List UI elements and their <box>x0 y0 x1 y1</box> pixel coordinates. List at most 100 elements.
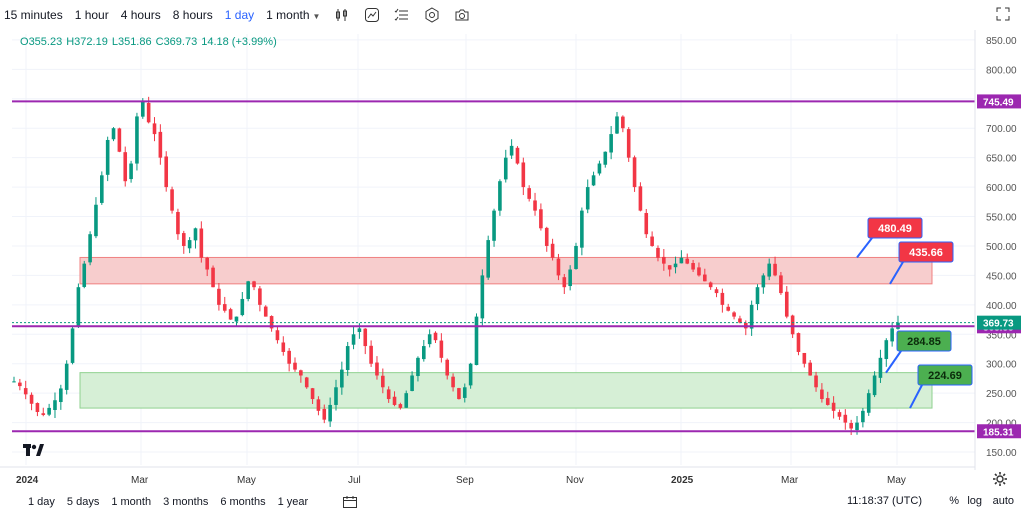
x-tick-label: May <box>237 475 256 486</box>
tf-1-hour[interactable]: 1 hour <box>74 8 109 22</box>
candle-body <box>199 228 204 258</box>
candle-body <box>53 400 57 411</box>
candle-body <box>779 275 783 294</box>
callouts: 480.49 435.66 284.85 224.69 <box>856 217 973 409</box>
range-6-months[interactable]: 6 months <box>220 495 266 508</box>
candle-body <box>140 101 145 117</box>
candle-body <box>398 404 403 408</box>
candle-body <box>468 363 473 386</box>
callout-box <box>917 364 973 386</box>
candle-body <box>351 334 356 345</box>
callout-pointer <box>856 237 873 259</box>
candle-body <box>158 131 163 158</box>
camera-icon[interactable] <box>454 7 470 23</box>
price-axis: 150.00 200.00 250.00 300.00 350.00 400.00 450.… <box>974 30 1021 470</box>
candle-body <box>316 399 321 411</box>
tf-8-hours[interactable]: 8 hours <box>172 8 213 22</box>
x-tick-label: 2024 <box>16 475 39 486</box>
change-value: 14.18 (+3.99%) <box>201 36 277 48</box>
candle-body <box>878 357 883 378</box>
log-toggle[interactable]: log <box>967 495 982 507</box>
candle-body <box>76 287 81 327</box>
level-price-label: 185.31 <box>983 427 1014 438</box>
candle-body <box>626 129 631 158</box>
candle-body <box>732 312 736 317</box>
candle-body <box>884 340 889 360</box>
candlesticks <box>12 96 900 436</box>
templates-icon[interactable] <box>394 7 410 23</box>
candle-body <box>656 247 660 258</box>
y-tick-label: 700.00 <box>986 124 1017 135</box>
candle-body <box>205 257 209 270</box>
callout-label: 224.69 <box>928 370 962 382</box>
range-1-year[interactable]: 1 year <box>277 495 309 508</box>
range-1-month[interactable]: 1 month <box>111 495 152 508</box>
x-tick-label: 2025 <box>671 475 694 486</box>
x-tick-label: Jul <box>348 475 361 486</box>
candle-body <box>433 332 438 341</box>
candle-body <box>814 375 818 388</box>
range-5-days[interactable]: 5 days <box>66 495 100 508</box>
candle-body <box>480 275 485 319</box>
candle-body <box>70 328 75 363</box>
utc-clock[interactable]: 11:18:37 (UTC) <box>847 495 922 507</box>
y-tick-label: 850.00 <box>986 36 1017 47</box>
candle-body <box>299 370 303 376</box>
candle-body <box>275 330 280 341</box>
candle-body <box>796 333 801 352</box>
candle-body <box>187 240 192 249</box>
price-chart[interactable]: 150.00 200.00 250.00 300.00 350.00 400.00 450.… <box>0 30 1024 490</box>
date-range-icon[interactable] <box>342 495 358 509</box>
candle-body <box>375 362 379 376</box>
candle-body <box>498 181 502 211</box>
candle-body <box>193 228 198 241</box>
candle-body <box>146 102 151 123</box>
range-3-months[interactable]: 3 months <box>163 495 209 508</box>
candle-body <box>64 363 69 390</box>
candle-body <box>761 275 766 288</box>
auto-toggle[interactable]: auto <box>992 495 1014 507</box>
bottom-toolbar: 1 day 5 days 1 month 3 months 6 months 1… <box>0 490 1024 513</box>
candle-body <box>263 306 268 317</box>
candle-body <box>293 362 297 370</box>
candle-body <box>135 116 139 164</box>
tf-1-day[interactable]: 1 day <box>224 8 255 22</box>
candle-body <box>457 388 461 400</box>
fullscreen-icon[interactable] <box>996 7 1010 21</box>
x-tick-label: Mar <box>781 475 799 486</box>
timeframe-toolbar: 15 minutes 1 hour 4 hours 8 hours 1 day … <box>0 0 1024 30</box>
gear-icon[interactable] <box>992 471 1008 487</box>
tf-1-month[interactable]: 1 month ▼ <box>266 8 320 22</box>
candles-icon[interactable] <box>334 7 350 23</box>
candle-body <box>849 423 853 429</box>
price-zones <box>79 256 933 409</box>
tf-4-hours[interactable]: 4 hours <box>120 8 161 22</box>
candle-body <box>890 328 894 342</box>
tf-15-minutes[interactable]: 15 minutes <box>4 8 63 22</box>
high-value: H372.19 <box>66 36 108 48</box>
candle-body <box>416 357 420 377</box>
candle-body <box>866 393 871 413</box>
candle-body <box>23 388 28 395</box>
candle-body <box>234 316 239 322</box>
candle-body <box>580 210 584 248</box>
indicators-icon[interactable] <box>364 7 380 23</box>
candle-body <box>164 156 169 188</box>
percent-toggle[interactable]: % <box>949 495 959 507</box>
candle-body <box>585 187 590 210</box>
level-price-tag <box>977 94 1021 109</box>
candle-body <box>591 175 596 186</box>
callout-pointer <box>889 261 904 285</box>
settings-icon[interactable] <box>424 7 440 23</box>
candle-body <box>615 116 619 134</box>
candle-body <box>111 128 116 140</box>
candle-body <box>738 318 742 323</box>
candle-body <box>211 267 215 288</box>
candle-body <box>474 316 479 366</box>
y-tick-label: 800.00 <box>986 65 1017 76</box>
range-1-day[interactable]: 1 day <box>28 495 55 508</box>
candle-body <box>544 227 549 246</box>
candle-body <box>861 410 865 423</box>
candle-body <box>410 375 414 392</box>
candle-body <box>726 306 731 311</box>
